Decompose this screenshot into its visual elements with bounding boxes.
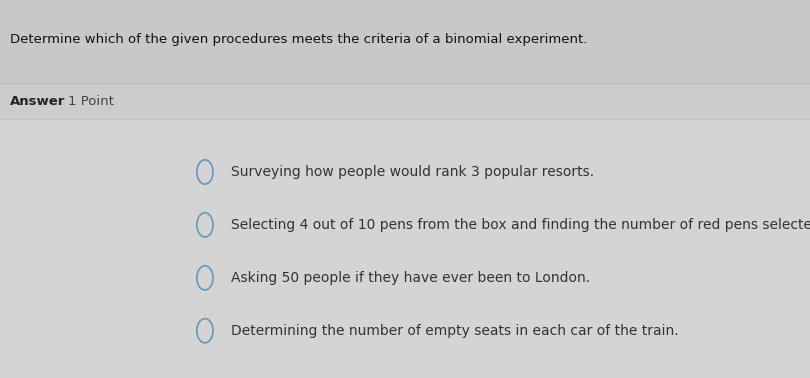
Text: Selecting 4 out of 10 pens from the box and finding the number of red pens selec: Selecting 4 out of 10 pens from the box … bbox=[231, 218, 810, 232]
Text: Answer: Answer bbox=[10, 95, 65, 108]
Text: Asking 50 people if they have ever been to London.: Asking 50 people if they have ever been … bbox=[231, 271, 590, 285]
Bar bbox=[0, 119, 810, 378]
Text: Determining the number of empty seats in each car of the train.: Determining the number of empty seats in… bbox=[231, 324, 679, 338]
Text: 1 Point: 1 Point bbox=[68, 95, 114, 108]
Text: Surveying how people would rank 3 popular resorts.: Surveying how people would rank 3 popula… bbox=[231, 165, 594, 179]
Bar bbox=[0, 83, 810, 119]
Bar bbox=[0, 0, 810, 83]
Text: Determine which of the given procedures meets the criteria of a binomial experim: Determine which of the given procedures … bbox=[10, 33, 587, 46]
